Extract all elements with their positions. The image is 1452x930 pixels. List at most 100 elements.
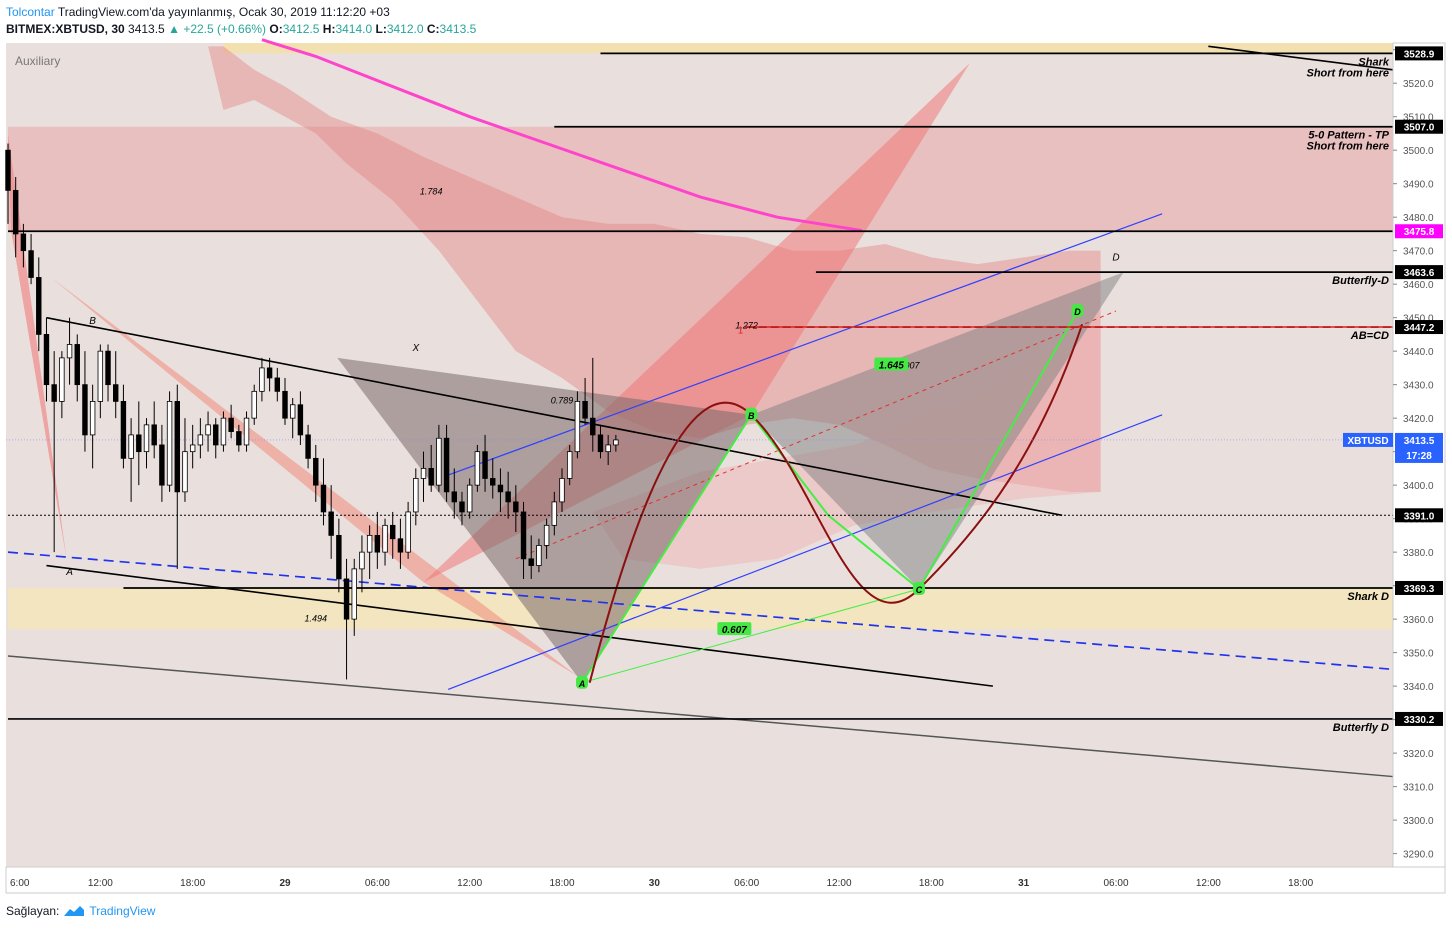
- candle: [566, 444, 573, 486]
- last-price: 3413.5: [128, 22, 165, 36]
- candle: [128, 418, 134, 502]
- price-badge: [1395, 711, 1443, 726]
- moving-average: [261, 38, 863, 233]
- price-badge-label: 3528.9: [1404, 49, 1435, 60]
- candle-body: [582, 401, 588, 419]
- price-badge: [1395, 46, 1443, 61]
- y-tick-label: 3310.0: [1403, 783, 1434, 794]
- candle: [5, 143, 11, 224]
- y-tick-label: 3340.0: [1403, 682, 1434, 693]
- close-label: C:: [426, 22, 440, 36]
- candle: [297, 391, 304, 445]
- level-label: Shark: [1358, 56, 1389, 68]
- price-change: +22.5 (+0.66%): [183, 22, 267, 36]
- candle-body: [551, 501, 558, 526]
- x-tick-label: 12:00: [88, 878, 113, 889]
- channel-upper: [447, 213, 1163, 476]
- price-badge-label: 3391.0: [1404, 511, 1435, 522]
- x-tick-label: 18:00: [919, 878, 944, 889]
- candle: [551, 491, 558, 536]
- time-axis[interactable]: [5, 866, 1446, 894]
- candle: [313, 444, 319, 502]
- header-publish-line: Tolcontar TradingView.com'da yayınlanmış…: [6, 5, 390, 19]
- candle: [289, 398, 296, 439]
- candle-body: [297, 404, 304, 436]
- fib-badge-label: 1.645: [879, 361, 904, 372]
- trendline-top-right: [1208, 45, 1394, 71]
- x-tick-label: 06:00: [1103, 878, 1128, 889]
- point-label: B: [89, 316, 96, 327]
- x-tick-label: 30: [649, 878, 661, 889]
- candle: [74, 334, 80, 402]
- candle: [213, 418, 219, 459]
- y-tick-label: 3400.0: [1403, 481, 1434, 492]
- y-tick-label: 3300.0: [1403, 816, 1434, 827]
- candle: [228, 404, 234, 439]
- candle-body: [397, 538, 404, 553]
- candle-body: [289, 404, 296, 419]
- candle: [243, 411, 250, 452]
- open-value: 3412.5: [282, 22, 320, 36]
- candle-body: [613, 439, 619, 446]
- candle-body: [220, 417, 227, 446]
- y-tick-label: 3480.0: [1403, 213, 1434, 224]
- candle-body: [228, 417, 234, 432]
- publish-info: TradingView.com'da yayınlanmış, Ocak 30,…: [57, 5, 390, 19]
- price-badge: [1395, 320, 1443, 335]
- ticker-price-label: 3413.5: [1404, 436, 1435, 447]
- candle-body: [366, 534, 373, 553]
- candle: [366, 525, 373, 579]
- level-label: Butterfly-D: [1332, 275, 1389, 287]
- level-label-2: Short from here: [1306, 141, 1389, 153]
- candle-body: [74, 344, 80, 386]
- candle: [205, 411, 211, 452]
- curved-path-arrow: [588, 324, 1084, 684]
- trendline-bottom: [7, 655, 1394, 778]
- fib-badge: [717, 622, 752, 636]
- candle-body: [559, 478, 565, 503]
- y-tick-label: 3510.0: [1403, 113, 1434, 124]
- point-label: A: [65, 567, 73, 578]
- ticker-symbol-label: XBTUSD: [1347, 436, 1388, 447]
- change-up-icon: ▲: [168, 22, 180, 36]
- candle-body: [274, 377, 281, 392]
- countdown-label: 17:28: [1406, 451, 1432, 462]
- candle: [613, 434, 619, 452]
- high-value: 3414.0: [335, 22, 373, 36]
- candle: [236, 424, 242, 452]
- candle: [574, 391, 581, 459]
- candle: [105, 344, 111, 402]
- candle-body: [305, 434, 311, 459]
- candle: [405, 501, 411, 559]
- candle: [197, 418, 204, 459]
- pattern-point-badge: [745, 407, 758, 421]
- candle: [513, 485, 519, 533]
- candle: [220, 411, 227, 452]
- candle-body: [359, 551, 365, 570]
- candle-body: [451, 491, 457, 503]
- candle-body: [436, 437, 442, 486]
- candle-body: [189, 444, 196, 453]
- x-tick-label: 06:00: [365, 878, 390, 889]
- candle-body: [59, 357, 65, 402]
- candle: [374, 511, 381, 569]
- candle: [505, 471, 511, 519]
- author-name[interactable]: Tolcontar: [6, 5, 55, 19]
- candle-body: [251, 390, 257, 419]
- candle: [459, 491, 465, 526]
- symbol-name: BITMEX:XBTUSD, 30: [6, 22, 125, 36]
- footer-brand[interactable]: TradingView: [89, 904, 156, 918]
- candle-body: [513, 501, 519, 513]
- candle-body: [482, 451, 488, 479]
- x-tick-label: 31: [1018, 878, 1030, 889]
- candle-body: [420, 467, 427, 479]
- x-tick-label: 29: [279, 878, 291, 889]
- candle: [259, 357, 265, 402]
- magenta-price-badge: [1395, 224, 1443, 239]
- candle: [351, 558, 357, 636]
- price-badge-label: 3507.0: [1404, 123, 1435, 134]
- candle: [159, 424, 165, 502]
- candle: [151, 401, 157, 459]
- price-badge-label: 3369.3: [1404, 584, 1435, 595]
